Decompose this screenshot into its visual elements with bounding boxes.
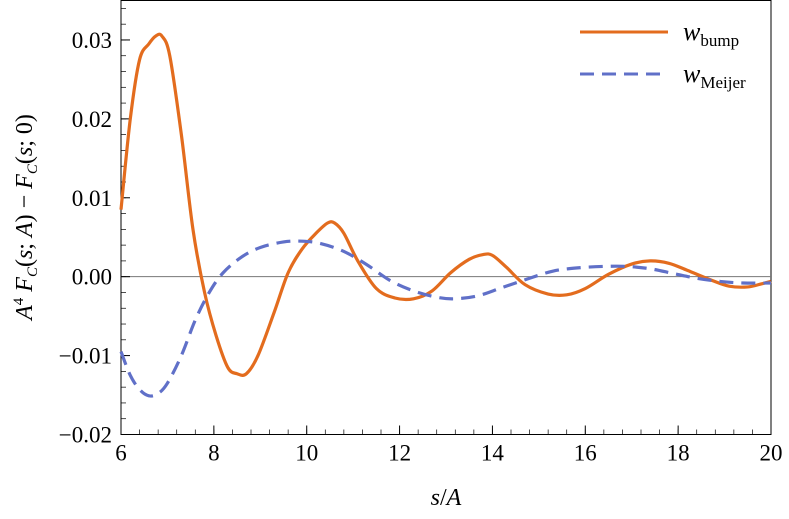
y-tick-label: 0.02 (72, 107, 112, 132)
y-tick-label: −0.01 (59, 344, 112, 369)
x-tick-label: 6 (115, 441, 127, 466)
x-tick-label: 8 (208, 441, 220, 466)
y-tick-label: 0.01 (72, 186, 112, 211)
plot-area (120, 0, 772, 435)
legend-label-bump-sub: bump (700, 31, 739, 50)
series-line-meijer (119, 239, 772, 398)
x-axis-label: s/A (431, 485, 462, 511)
y-axis: −0.02 −0.01 0.00 0.01 0.02 0.03 (59, 8, 130, 448)
x-tick-label: 20 (760, 441, 783, 466)
y-tick-label: 0.00 (72, 265, 112, 290)
legend: wbump wMeijer (580, 17, 746, 92)
legend-label-meijer-main: w (683, 59, 701, 88)
y-tick-label: 0.03 (72, 28, 112, 53)
series-layer (119, 32, 772, 398)
x-axis: 6 8 10 12 14 16 18 20 (115, 425, 783, 466)
x-tick-label: 12 (388, 441, 411, 466)
y-axis-label: A4 FC(s; A) − FC(s; 0) (11, 114, 41, 322)
series-line-bump (119, 32, 772, 377)
x-tick-label: 16 (574, 441, 597, 466)
x-tick-label: 18 (667, 441, 690, 466)
x-tick-label: 10 (295, 441, 318, 466)
x-tick-label: 14 (481, 441, 505, 466)
legend-label-bump: wbump (683, 17, 739, 50)
y-tick-label: −0.02 (59, 423, 112, 448)
legend-label-meijer-sub: Meijer (700, 73, 746, 92)
legend-label-bump-main: w (683, 17, 701, 46)
legend-label-meijer: wMeijer (683, 59, 746, 92)
